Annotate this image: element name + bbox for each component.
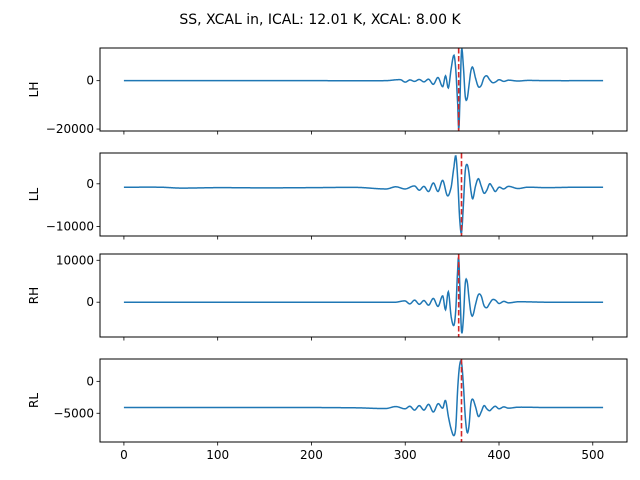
x-tick-label: 300 (394, 448, 417, 462)
axes-frame-rl (99, 358, 628, 443)
subplot-ll: 0 −10000 LL (27, 152, 628, 240)
x-tick-label: 400 (488, 448, 511, 462)
subplot-rl: 0 −5000 0 100 200 300 400 500 RL (27, 358, 628, 462)
x-tick-label: 0 (120, 448, 128, 462)
x-tick-label: 500 (581, 448, 604, 462)
axes-frame-lh (99, 47, 628, 132)
x-tick-label: 200 (300, 448, 323, 462)
y-tick-label: 10000 (56, 253, 94, 267)
chart-title: SS, XCAL in, ICAL: 12.01 K, XCAL: 8.00 K (179, 12, 461, 28)
y-tick-label: 0 (86, 295, 94, 309)
series-line-ll (123, 155, 604, 235)
y-tick-label: −20000 (46, 122, 94, 136)
subplot-lh: 0 −20000 LH (27, 47, 628, 136)
y-axis-label: LH (27, 82, 41, 98)
y-tick-label: −5000 (53, 406, 94, 420)
axes-frame-rh (99, 253, 628, 338)
y-axis-label: RL (27, 393, 41, 408)
y-tick-label: 0 (86, 374, 94, 388)
y-tick-label: 0 (86, 177, 94, 191)
y-tick-label: 0 (86, 74, 94, 88)
subplots: 0 −20000 LH 0 −10000 LL 0 10000 RH 0 −5000 0 100 200 3… (27, 47, 628, 462)
series-line-rl (123, 359, 604, 437)
subplot-rh: 0 10000 RH (27, 253, 628, 341)
series-line-lh (123, 48, 604, 131)
axes-frame-ll (99, 152, 628, 237)
y-tick-label: −10000 (46, 220, 94, 234)
y-axis-label: RH (27, 287, 41, 304)
x-tick-label: 100 (206, 448, 229, 462)
series-line-rh (123, 256, 604, 334)
y-axis-label: LL (27, 188, 41, 202)
